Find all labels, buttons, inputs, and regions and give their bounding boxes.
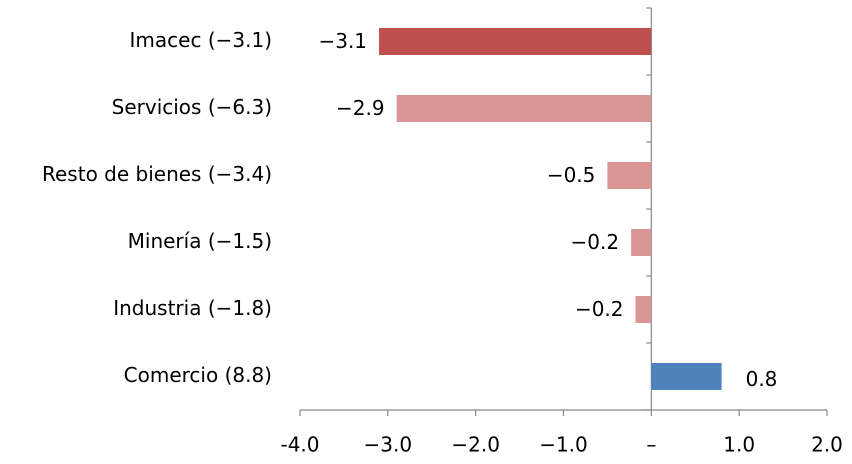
value-label: 0.8 [746, 367, 778, 391]
bar [635, 296, 652, 323]
bar [379, 28, 652, 55]
y-tick-label: Comercio (8.8) [124, 363, 272, 387]
x-tick-label: −3.0 [364, 433, 413, 457]
value-label: −0.5 [547, 163, 596, 187]
x-tick-label: – [646, 433, 656, 457]
x-tick-label: -4.0 [280, 433, 319, 457]
bar [607, 162, 652, 189]
bar [651, 363, 722, 390]
y-tick-label: Resto de bienes (−3.4) [42, 162, 272, 186]
value-label: −2.9 [336, 96, 385, 120]
bar [396, 95, 652, 122]
x-tick-label: −1.0 [539, 433, 588, 457]
value-label: −0.2 [575, 297, 624, 321]
value-label: −3.1 [318, 29, 367, 53]
x-tick-label: 1.0 [723, 433, 755, 457]
y-tick-label: Servicios (−6.3) [112, 95, 272, 119]
x-tick-label: 2.0 [811, 433, 843, 457]
y-tick-label: Imacec (−3.1) [130, 28, 272, 52]
y-tick-label: Industria (−1.8) [113, 296, 272, 320]
value-label: −0.2 [571, 230, 620, 254]
x-tick-label: −2.0 [451, 433, 500, 457]
y-tick-label: Minería (−1.5) [128, 229, 272, 253]
bar [631, 229, 652, 256]
